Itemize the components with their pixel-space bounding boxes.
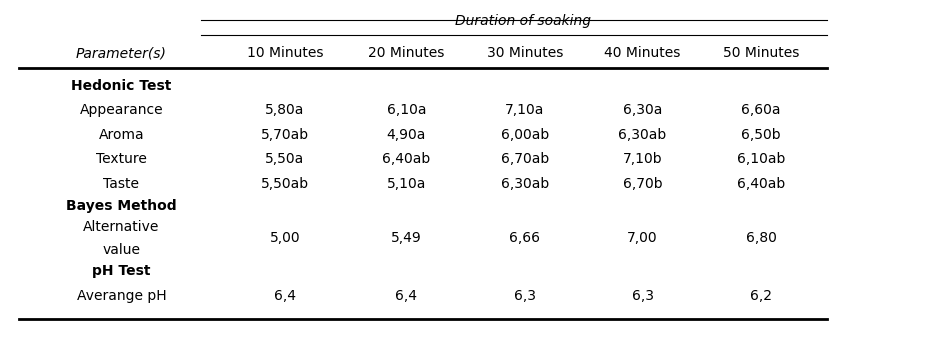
Text: 6,10ab: 6,10ab (737, 152, 785, 166)
Text: 6,60a: 6,60a (742, 103, 781, 117)
Text: 6,30ab: 6,30ab (618, 128, 667, 142)
Text: Parameter(s): Parameter(s) (76, 46, 167, 60)
Text: 7,10b: 7,10b (623, 152, 662, 166)
Text: 6,4: 6,4 (395, 289, 417, 303)
Text: 6,00ab: 6,00ab (501, 128, 549, 142)
Text: 5,50ab: 5,50ab (261, 177, 309, 191)
Text: 6,40ab: 6,40ab (737, 177, 785, 191)
Text: 6,10a: 6,10a (387, 103, 426, 117)
Text: pH Test: pH Test (92, 264, 150, 278)
Text: 10 Minutes: 10 Minutes (247, 46, 323, 60)
Text: Texture: Texture (96, 152, 147, 166)
Text: Hedonic Test: Hedonic Test (71, 79, 172, 93)
Text: 5,80a: 5,80a (265, 103, 304, 117)
Text: 20 Minutes: 20 Minutes (368, 46, 445, 60)
Text: 6,80: 6,80 (745, 231, 777, 245)
Text: 6,70ab: 6,70ab (501, 152, 549, 166)
Text: 6,66: 6,66 (509, 231, 541, 245)
Text: 50 Minutes: 50 Minutes (723, 46, 800, 60)
Text: 4,90a: 4,90a (387, 128, 426, 142)
Text: Averange pH: Averange pH (77, 289, 166, 303)
Text: 6,50b: 6,50b (742, 128, 781, 142)
Text: Aroma: Aroma (99, 128, 144, 142)
Text: 6,40ab: 6,40ab (382, 152, 431, 166)
Text: Bayes Method: Bayes Method (66, 199, 177, 213)
Text: 6,3: 6,3 (514, 289, 536, 303)
Text: 5,49: 5,49 (391, 231, 421, 245)
Text: 6,30ab: 6,30ab (501, 177, 549, 191)
Text: 5,70ab: 5,70ab (261, 128, 309, 142)
Text: 6,30a: 6,30a (623, 103, 662, 117)
Text: 7,00: 7,00 (628, 231, 658, 245)
Text: Appearance: Appearance (79, 103, 163, 117)
Text: Duration of soaking: Duration of soaking (455, 14, 591, 28)
Text: 6,3: 6,3 (631, 289, 654, 303)
Text: 5,50a: 5,50a (265, 152, 304, 166)
Text: 6,2: 6,2 (750, 289, 772, 303)
Text: 5,00: 5,00 (270, 231, 300, 245)
Text: 6,70b: 6,70b (623, 177, 662, 191)
Text: Taste: Taste (104, 177, 139, 191)
Text: 5,10a: 5,10a (387, 177, 426, 191)
Text: 30 Minutes: 30 Minutes (487, 46, 563, 60)
Text: 7,10a: 7,10a (505, 103, 545, 117)
Text: 40 Minutes: 40 Minutes (604, 46, 681, 60)
Text: value: value (103, 243, 140, 257)
Text: Alternative: Alternative (83, 220, 160, 234)
Text: 6,4: 6,4 (274, 289, 296, 303)
